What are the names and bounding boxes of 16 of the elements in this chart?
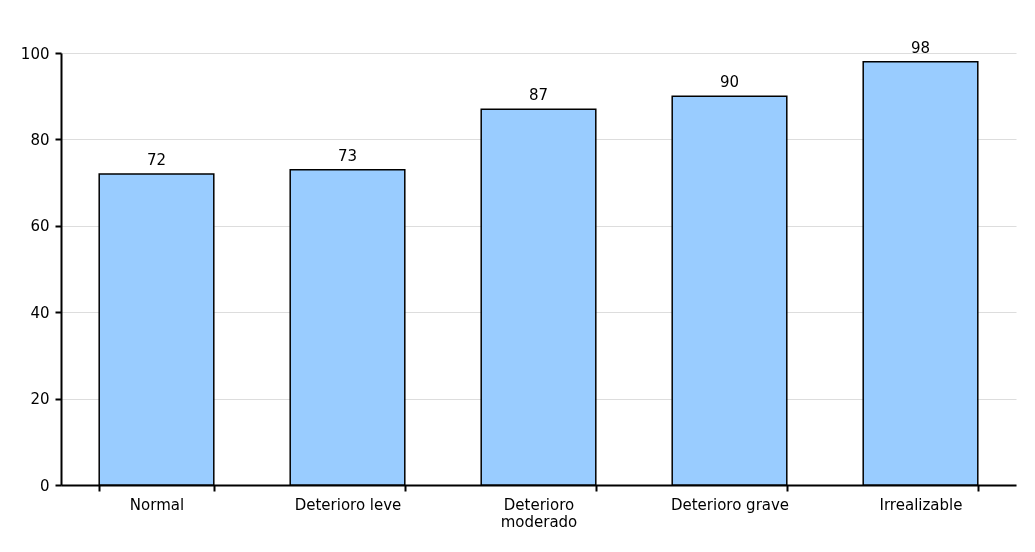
y-tick-label: 80 <box>30 130 50 149</box>
x-tick-label: Normal <box>129 495 185 514</box>
data-label: 73 <box>337 146 358 165</box>
y-tick-label: 20 <box>30 390 50 409</box>
data-label: 72 <box>146 150 167 169</box>
y-tick-label: 40 <box>30 303 50 322</box>
y-tick-label: 100 <box>20 44 50 63</box>
x-tick-label: Deterioro grave <box>670 495 790 514</box>
x-tick-label: Irrealizable <box>879 495 963 514</box>
x-tick-label: Deterioro moderado <box>500 495 578 531</box>
data-label: 98 <box>910 38 931 57</box>
y-tick-label: 60 <box>30 217 50 236</box>
data-label: 90 <box>719 73 740 92</box>
y-tick-label: 0 <box>39 476 50 495</box>
x-tick-label: Deterioro leve <box>294 495 402 514</box>
data-label: 87 <box>528 86 549 105</box>
